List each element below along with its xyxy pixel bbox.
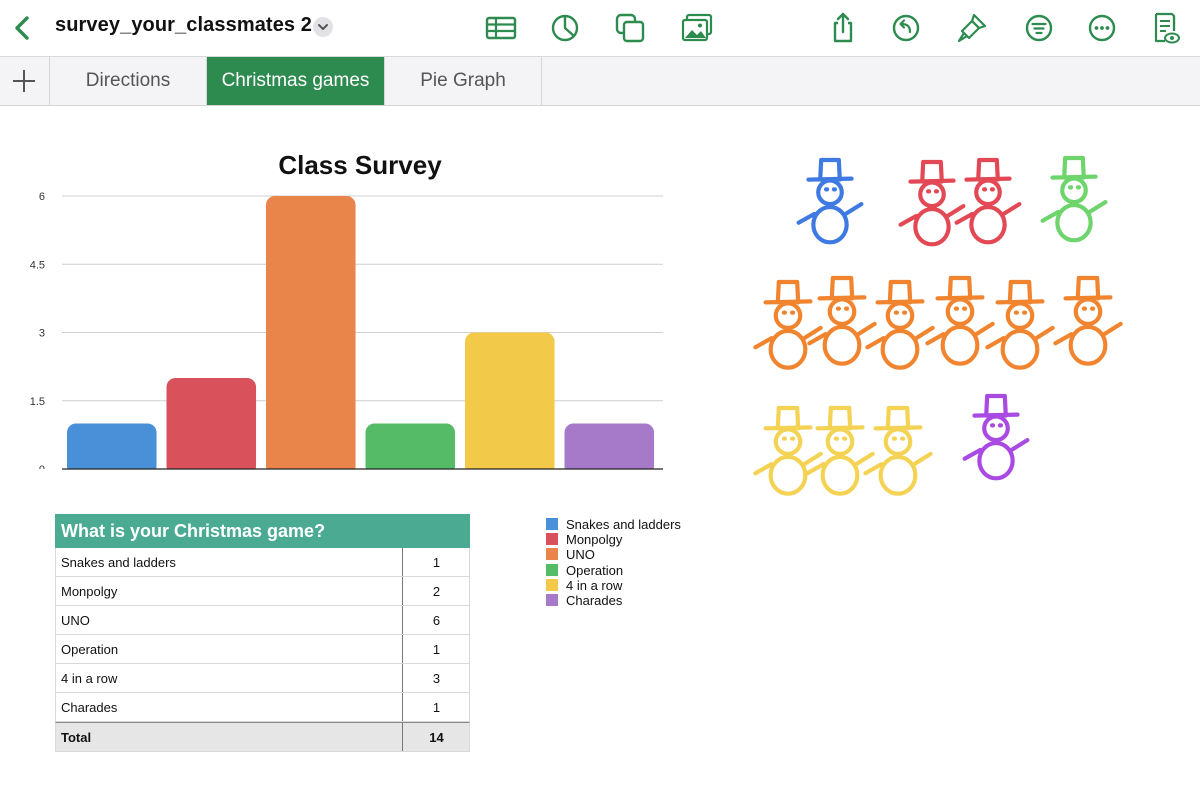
more-icon[interactable] (1085, 11, 1119, 45)
table-row[interactable]: Monpolgy 2 (55, 577, 470, 606)
column-divider (402, 606, 403, 634)
row-label: Monpolgy (61, 584, 118, 599)
row-label: 4 in a row (61, 671, 118, 686)
total-label: Total (61, 730, 92, 745)
chart-title: Class Survey (278, 150, 442, 180)
legend-label: Monpolgy (566, 532, 623, 548)
snowman-doodle (807, 275, 877, 366)
chart-icon[interactable] (548, 11, 582, 45)
column-divider (402, 693, 403, 721)
column-divider (402, 635, 403, 663)
snowman-doodle (954, 157, 1022, 245)
share-icon[interactable] (826, 11, 860, 45)
table-row[interactable]: Operation 1 (55, 635, 470, 664)
bar[interactable] (166, 378, 257, 475)
row-value: 2 (432, 584, 441, 599)
table-row[interactable]: Snakes and ladders 1 (55, 548, 470, 577)
legend-swatch (546, 548, 558, 561)
snowman-doodle (1040, 155, 1108, 243)
format-brush-icon[interactable] (955, 11, 989, 45)
shapes-icon[interactable] (613, 11, 647, 45)
snowman-doodle (1053, 275, 1123, 366)
total-value: 14 (429, 730, 444, 745)
baseline-mask (0, 469, 680, 480)
y-tick-label: 3 (39, 328, 45, 340)
column-divider (402, 723, 403, 751)
legend-swatch (546, 518, 558, 530)
bar[interactable] (365, 423, 456, 476)
column-divider (402, 664, 403, 692)
row-value: 6 (432, 613, 441, 628)
row-label: UNO (61, 613, 90, 628)
chevron-down-icon[interactable] (313, 17, 333, 37)
row-label: Operation (61, 642, 119, 657)
legend-label: Snakes and ladders (566, 517, 681, 532)
data-table[interactable]: What is your Christmas game? Snakes and … (55, 514, 470, 752)
table-total-row[interactable]: Total 14 (55, 722, 470, 752)
snowman-doodle (863, 405, 933, 496)
row-value: 1 (432, 700, 441, 715)
organize-icon[interactable] (1022, 11, 1056, 45)
table-row[interactable]: Charades 1 (55, 693, 470, 722)
row-value: 3 (432, 671, 441, 686)
toolbar: survey_your_classmates 2 (0, 0, 1200, 57)
row-value: 1 (432, 555, 441, 570)
tab-directions[interactable]: Directions (50, 57, 207, 105)
bar[interactable] (465, 332, 555, 476)
snowman-doodle (865, 279, 935, 370)
bar[interactable] (564, 423, 655, 476)
undo-icon[interactable] (889, 11, 923, 45)
legend-label: Operation (566, 562, 624, 578)
bar-chart[interactable]: 01.534.56 (0, 180, 680, 480)
row-label: Snakes and ladders (61, 555, 176, 570)
snowman-doodle (962, 393, 1030, 481)
snowman-doodle (753, 405, 823, 496)
snowman-doodle (898, 159, 966, 247)
legend-swatch (546, 593, 558, 606)
snowman-drawing[interactable] (740, 150, 1160, 530)
table-row[interactable]: 4 in a row 3 (55, 664, 470, 693)
legend-label: UNO (566, 547, 595, 563)
snowman-doodle (805, 405, 875, 496)
media-icon[interactable] (680, 11, 714, 45)
row-value: 1 (432, 642, 441, 657)
snowman-doodle (796, 157, 864, 245)
add-sheet-icon[interactable] (0, 57, 50, 105)
y-tick-label: 4.5 (30, 259, 45, 271)
legend-swatch (546, 563, 558, 576)
legend-swatch (546, 533, 558, 546)
sheet-tab-bar: Directions Christmas games Pie Graph (0, 57, 1200, 106)
legend-swatch (546, 578, 558, 591)
row-label: Charades (61, 700, 118, 715)
legend-label: 4 in a row (566, 577, 623, 593)
tab-christmas-games[interactable]: Christmas games (207, 57, 385, 105)
column-divider (402, 577, 403, 605)
view-options-icon[interactable] (1148, 11, 1182, 45)
back-chevron-icon[interactable] (8, 12, 38, 44)
snowman-doodle (753, 279, 823, 370)
document-title[interactable]: survey_your_classmates 2 (55, 14, 313, 36)
table-row[interactable]: UNO 6 (55, 606, 470, 635)
snowman-doodle (985, 279, 1055, 370)
y-tick-label: 6 (39, 191, 45, 203)
table-header: What is your Christmas game? (55, 514, 470, 548)
column-divider (402, 548, 403, 576)
y-tick-label: 1.5 (30, 396, 45, 408)
legend-label: Charades (566, 592, 623, 608)
bar[interactable] (67, 423, 157, 476)
tab-pie-graph[interactable]: Pie Graph (385, 57, 542, 105)
snowman-doodle (925, 275, 995, 366)
table-icon[interactable] (484, 11, 518, 45)
bar[interactable] (266, 196, 356, 475)
